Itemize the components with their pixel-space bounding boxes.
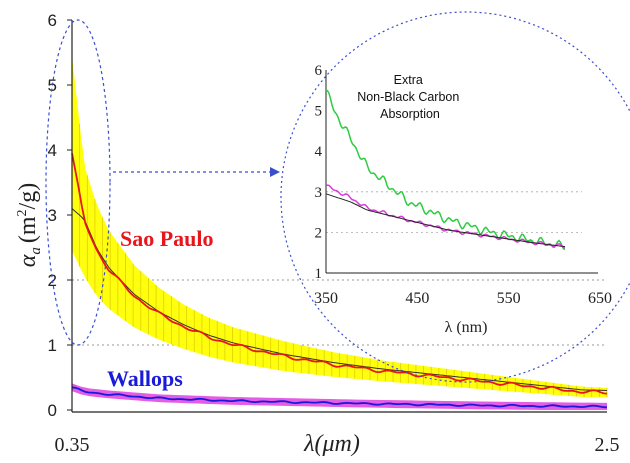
y-tick-label: 3 (48, 206, 57, 225)
y-axis-units: (m (15, 216, 41, 243)
x-axis-label: λ(μm) (303, 431, 360, 457)
inset-y-tick-label: 4 (315, 144, 323, 160)
inset-title-line-1: Extra (394, 73, 423, 87)
y-tick-label: 4 (48, 141, 57, 160)
sao-paulo-line (71, 153, 608, 395)
inset-y-tick-label: 3 (315, 185, 323, 201)
legend-wallops: Wallops (107, 366, 183, 391)
inset-x-tick-label: 650 (588, 290, 612, 307)
wallops-band (72, 383, 607, 410)
inset-green-line (325, 89, 566, 251)
inset-title: Extra Non-Black Carbon Absorption (357, 73, 463, 121)
inset-x-axis-label: λ (nm) (445, 319, 488, 336)
inset-y-tick-label: 2 (315, 225, 323, 241)
annotations (45, 19, 280, 346)
wallops-line (71, 386, 608, 409)
inset-title-line-3: Absorption (380, 107, 440, 121)
inset-y-tick-label: 1 (315, 266, 323, 282)
inset-x-tick-label: 350 (314, 290, 338, 307)
inset-x-tick-label: 450 (405, 290, 429, 307)
y-axis-sup: 2 (15, 209, 30, 216)
y-tick-label: 1 (48, 336, 57, 355)
inset-black-fit-line (325, 193, 566, 248)
inset-y-tick-label: 5 (315, 104, 323, 120)
inset-title-line-2: Non-Black Carbon (357, 90, 459, 104)
main-series-lines (71, 153, 608, 409)
y-axis-sub: a (28, 247, 44, 255)
x-tick-label-start: 0.35 (55, 434, 90, 456)
x-tick-label-end: 2.5 (595, 434, 620, 456)
y-tick-label: 6 (48, 11, 57, 30)
inset-circle (280, 11, 630, 383)
legend-sao-paulo: Sao Paulo (120, 226, 214, 251)
y-tick-label: 0 (48, 401, 57, 420)
y-axis-symbol: α (15, 254, 41, 267)
highlight-ellipse (45, 19, 111, 346)
main-gridlines (72, 279, 607, 346)
inset-arrow-head (270, 167, 280, 177)
inset-y-tick-label: 6 (315, 63, 323, 79)
inset-chart: 1 2 3 4 5 6 350 450 550 650 (280, 11, 630, 383)
inset-magenta-line (325, 184, 566, 249)
y-axis-label: αa (m2/g) (15, 183, 44, 267)
inset-x-tick-label: 550 (497, 290, 521, 307)
y-axis-units-end: /g) (15, 183, 41, 210)
